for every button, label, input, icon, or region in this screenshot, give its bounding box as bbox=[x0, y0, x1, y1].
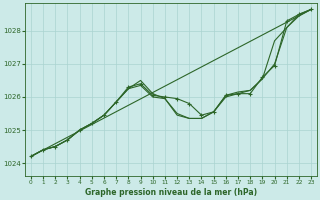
X-axis label: Graphe pression niveau de la mer (hPa): Graphe pression niveau de la mer (hPa) bbox=[85, 188, 257, 197]
